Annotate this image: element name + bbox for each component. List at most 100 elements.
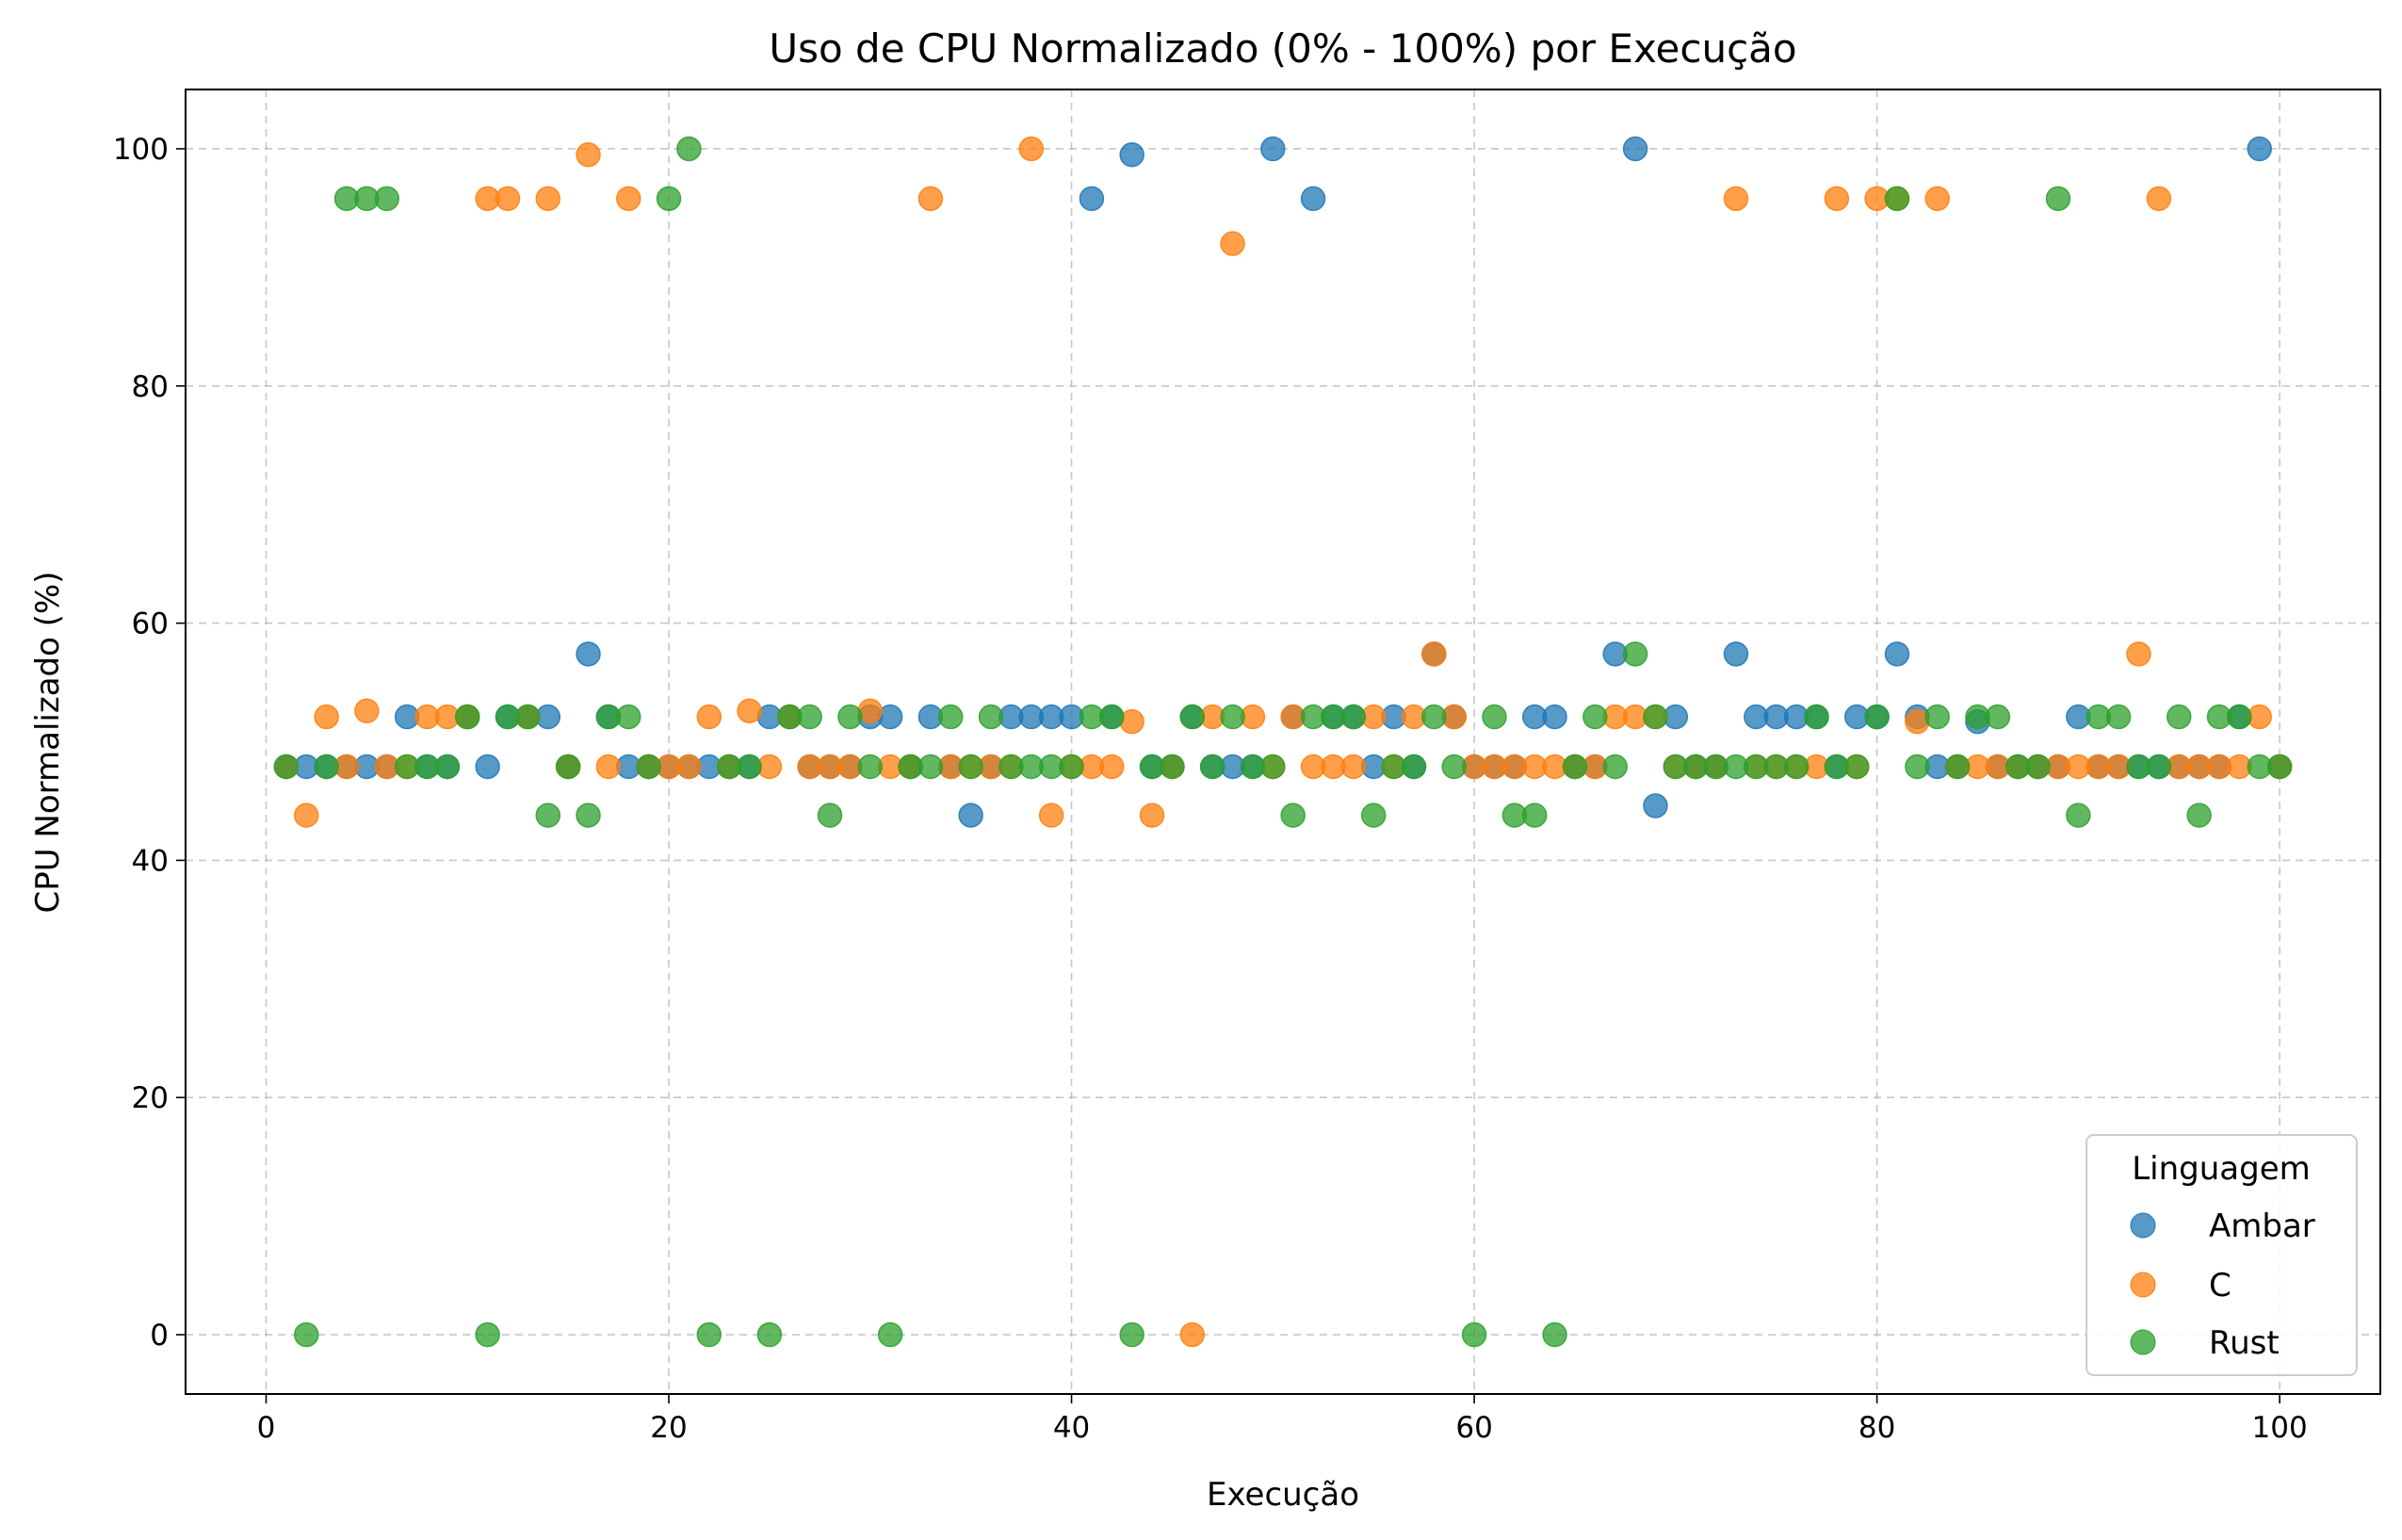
data-point [555, 754, 581, 780]
data-point [2045, 186, 2071, 212]
data-point [1220, 231, 1245, 256]
series-rust [273, 136, 2293, 1348]
data-point [676, 754, 702, 780]
data-point [576, 641, 601, 667]
legend-label-c: C [2209, 1267, 2232, 1305]
data-point [1059, 754, 1084, 780]
data-point [1944, 754, 1971, 780]
data-point [817, 802, 843, 828]
legend-label-rust: Rust [2209, 1324, 2280, 1362]
legend-marker-rust [2130, 1329, 2156, 1355]
data-point [1300, 186, 1326, 212]
data-point [1562, 754, 1588, 780]
data-point [696, 1321, 722, 1348]
data-point [1622, 136, 1648, 162]
data-point [1824, 186, 1850, 212]
data-point [2146, 186, 2172, 212]
data-point [1401, 754, 1427, 780]
data-point [515, 704, 541, 730]
data-point [2146, 754, 2172, 780]
data-point [1160, 754, 1185, 780]
data-point [1542, 704, 1567, 730]
data-point [1139, 802, 1165, 828]
data-point [2186, 802, 2212, 828]
x-tick-label: 60 [1455, 1411, 1492, 1445]
y-tick-label: 100 [113, 133, 169, 167]
data-point [917, 186, 944, 212]
legend-title: Linguagem [2132, 1150, 2311, 1188]
data-point [837, 704, 863, 730]
y-tick-label: 80 [132, 370, 169, 404]
data-point [1260, 754, 1286, 780]
data-point [1179, 704, 1206, 730]
data-point [1905, 754, 1930, 780]
legend-marker-ambar [2130, 1212, 2156, 1239]
data-point [1723, 186, 1749, 212]
x-tick-label: 80 [1858, 1411, 1895, 1445]
data-point [938, 704, 964, 730]
data-point [616, 186, 641, 212]
data-point [475, 754, 500, 780]
chart-title: Uso de CPU Normalizado (0% - 100%) por E… [769, 25, 1796, 72]
data-point [737, 754, 762, 780]
data-point [857, 754, 884, 780]
y-tick-label: 0 [150, 1319, 169, 1353]
x-tick-label: 0 [257, 1411, 276, 1445]
data-point [1179, 1321, 1206, 1348]
data-point [1924, 186, 1950, 212]
data-point [1542, 1321, 1567, 1348]
data-point [877, 1321, 903, 1348]
data-points [273, 136, 2293, 1348]
data-point [535, 186, 561, 212]
data-point [756, 1321, 783, 1348]
data-point [434, 754, 461, 780]
data-point [1985, 704, 2011, 730]
data-point [1884, 641, 1910, 667]
data-point [1804, 704, 1829, 730]
legend-box [2086, 1134, 2358, 1376]
data-point [2025, 754, 2051, 780]
data-point [958, 802, 983, 828]
data-point [475, 1321, 500, 1348]
data-point [495, 186, 521, 212]
data-point [1723, 641, 1749, 667]
data-point [616, 704, 641, 730]
data-point [1340, 704, 1367, 730]
data-point [797, 704, 822, 730]
data-point [1220, 704, 1245, 730]
data-point [455, 704, 480, 730]
y-tick-label: 60 [132, 608, 169, 641]
data-point [1038, 802, 1064, 828]
plot-frame [185, 89, 2381, 1395]
legend: Linguagem Ambar C Rust [2086, 1134, 2358, 1376]
data-point [1602, 754, 1628, 780]
data-point [1099, 754, 1125, 780]
data-point [273, 754, 300, 780]
data-point [2066, 802, 2091, 828]
data-point [1783, 754, 1810, 780]
data-point [1643, 704, 1668, 730]
data-point [2227, 704, 2252, 730]
data-point [958, 754, 983, 780]
data-point [2126, 641, 2151, 667]
data-point [1461, 1321, 1487, 1348]
x-tick-label: 40 [1053, 1411, 1090, 1445]
data-point [1622, 641, 1648, 667]
data-point [354, 698, 380, 724]
data-point [1843, 754, 1870, 780]
data-point [314, 754, 339, 780]
data-point [1441, 754, 1467, 780]
data-point [1864, 704, 1890, 730]
data-point [1421, 641, 1447, 667]
data-point [656, 186, 682, 212]
data-point [535, 802, 561, 828]
data-point [1643, 793, 1668, 819]
data-point [2105, 704, 2132, 730]
data-point [917, 754, 944, 780]
data-point [1884, 186, 1910, 212]
data-point [1018, 136, 1045, 162]
data-point [2266, 754, 2293, 780]
data-point [1421, 704, 1447, 730]
data-point [978, 704, 1004, 730]
